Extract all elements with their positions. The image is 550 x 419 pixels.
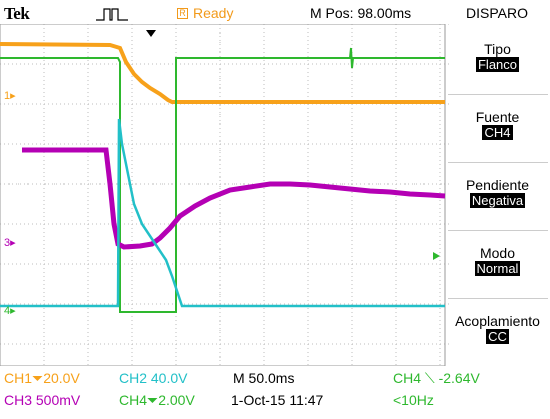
ch4-trace — [0, 47, 445, 313]
menu-item-pendiente[interactable]: Pendiente Negativa — [445, 178, 550, 210]
ch3-scale: CH3 500mV — [4, 392, 81, 408]
menu-divider — [448, 162, 548, 163]
trigger-pulse-icon — [96, 8, 128, 21]
brand-logo: Tek — [4, 4, 30, 23]
ch1-trace — [0, 42, 445, 104]
menu-item-modo[interactable]: Modo Normal — [445, 246, 550, 278]
ready-status-icon: R — [177, 8, 188, 19]
menu-item-acoplamiento[interactable]: Acoplamiento CC — [445, 314, 550, 346]
menu-item-label: Acoplamiento — [455, 313, 540, 329]
date-time: 1-Oct-15 11:47 — [231, 392, 324, 408]
ch4-scale: CH4⏷2.00V — [119, 392, 195, 408]
ch3-marker: 3▸ — [4, 237, 16, 249]
menu-item-label: Pendiente — [465, 177, 530, 193]
ch2-scale: CH2 40.0V — [119, 370, 188, 386]
ch2-trace — [0, 118, 445, 308]
acquisition-status: Ready — [193, 5, 234, 21]
menu-item-tipo[interactable]: Tipo Flanco — [445, 42, 550, 74]
menu-item-value: Normal — [474, 261, 521, 276]
menu-item-value: CC — [486, 329, 509, 344]
menu-item-label: Modo — [479, 245, 516, 261]
menu-item-value: Flanco — [475, 57, 520, 72]
trigger-level: CH4 ⟍ -2.64V — [393, 370, 480, 386]
menu-title: DISPARO — [466, 5, 528, 21]
waveform-display[interactable]: 1▸ 3▸ 4▸ — [0, 24, 450, 366]
time-scale: M 50.0ms — [233, 370, 295, 386]
menu-item-fuente[interactable]: Fuente CH4 — [445, 110, 550, 142]
menu-divider — [448, 230, 548, 231]
trigger-position-marker — [146, 30, 156, 37]
trigger-level-marker — [433, 252, 440, 260]
menu-divider — [448, 298, 548, 299]
ch4-marker: 4▸ — [4, 305, 16, 317]
horizontal-position: M Pos: 98.00ms — [310, 5, 412, 21]
menu-item-value: Negativa — [469, 193, 526, 208]
ch1-scale: CH1⏷20.0V — [4, 370, 80, 386]
trigger-menu: Tipo Flanco Fuente CH4 Pendiente Negativ… — [445, 26, 550, 356]
menu-divider — [448, 94, 548, 95]
menu-item-label: Fuente — [475, 109, 520, 125]
status-bar: Tek R Ready M Pos: 98.00ms DISPARO — [0, 0, 550, 26]
menu-item-value: CH4 — [482, 125, 513, 140]
menu-item-label: Tipo — [484, 41, 511, 57]
trigger-frequency: <10Hz — [393, 392, 434, 408]
ch1-marker: 1▸ — [4, 90, 16, 102]
